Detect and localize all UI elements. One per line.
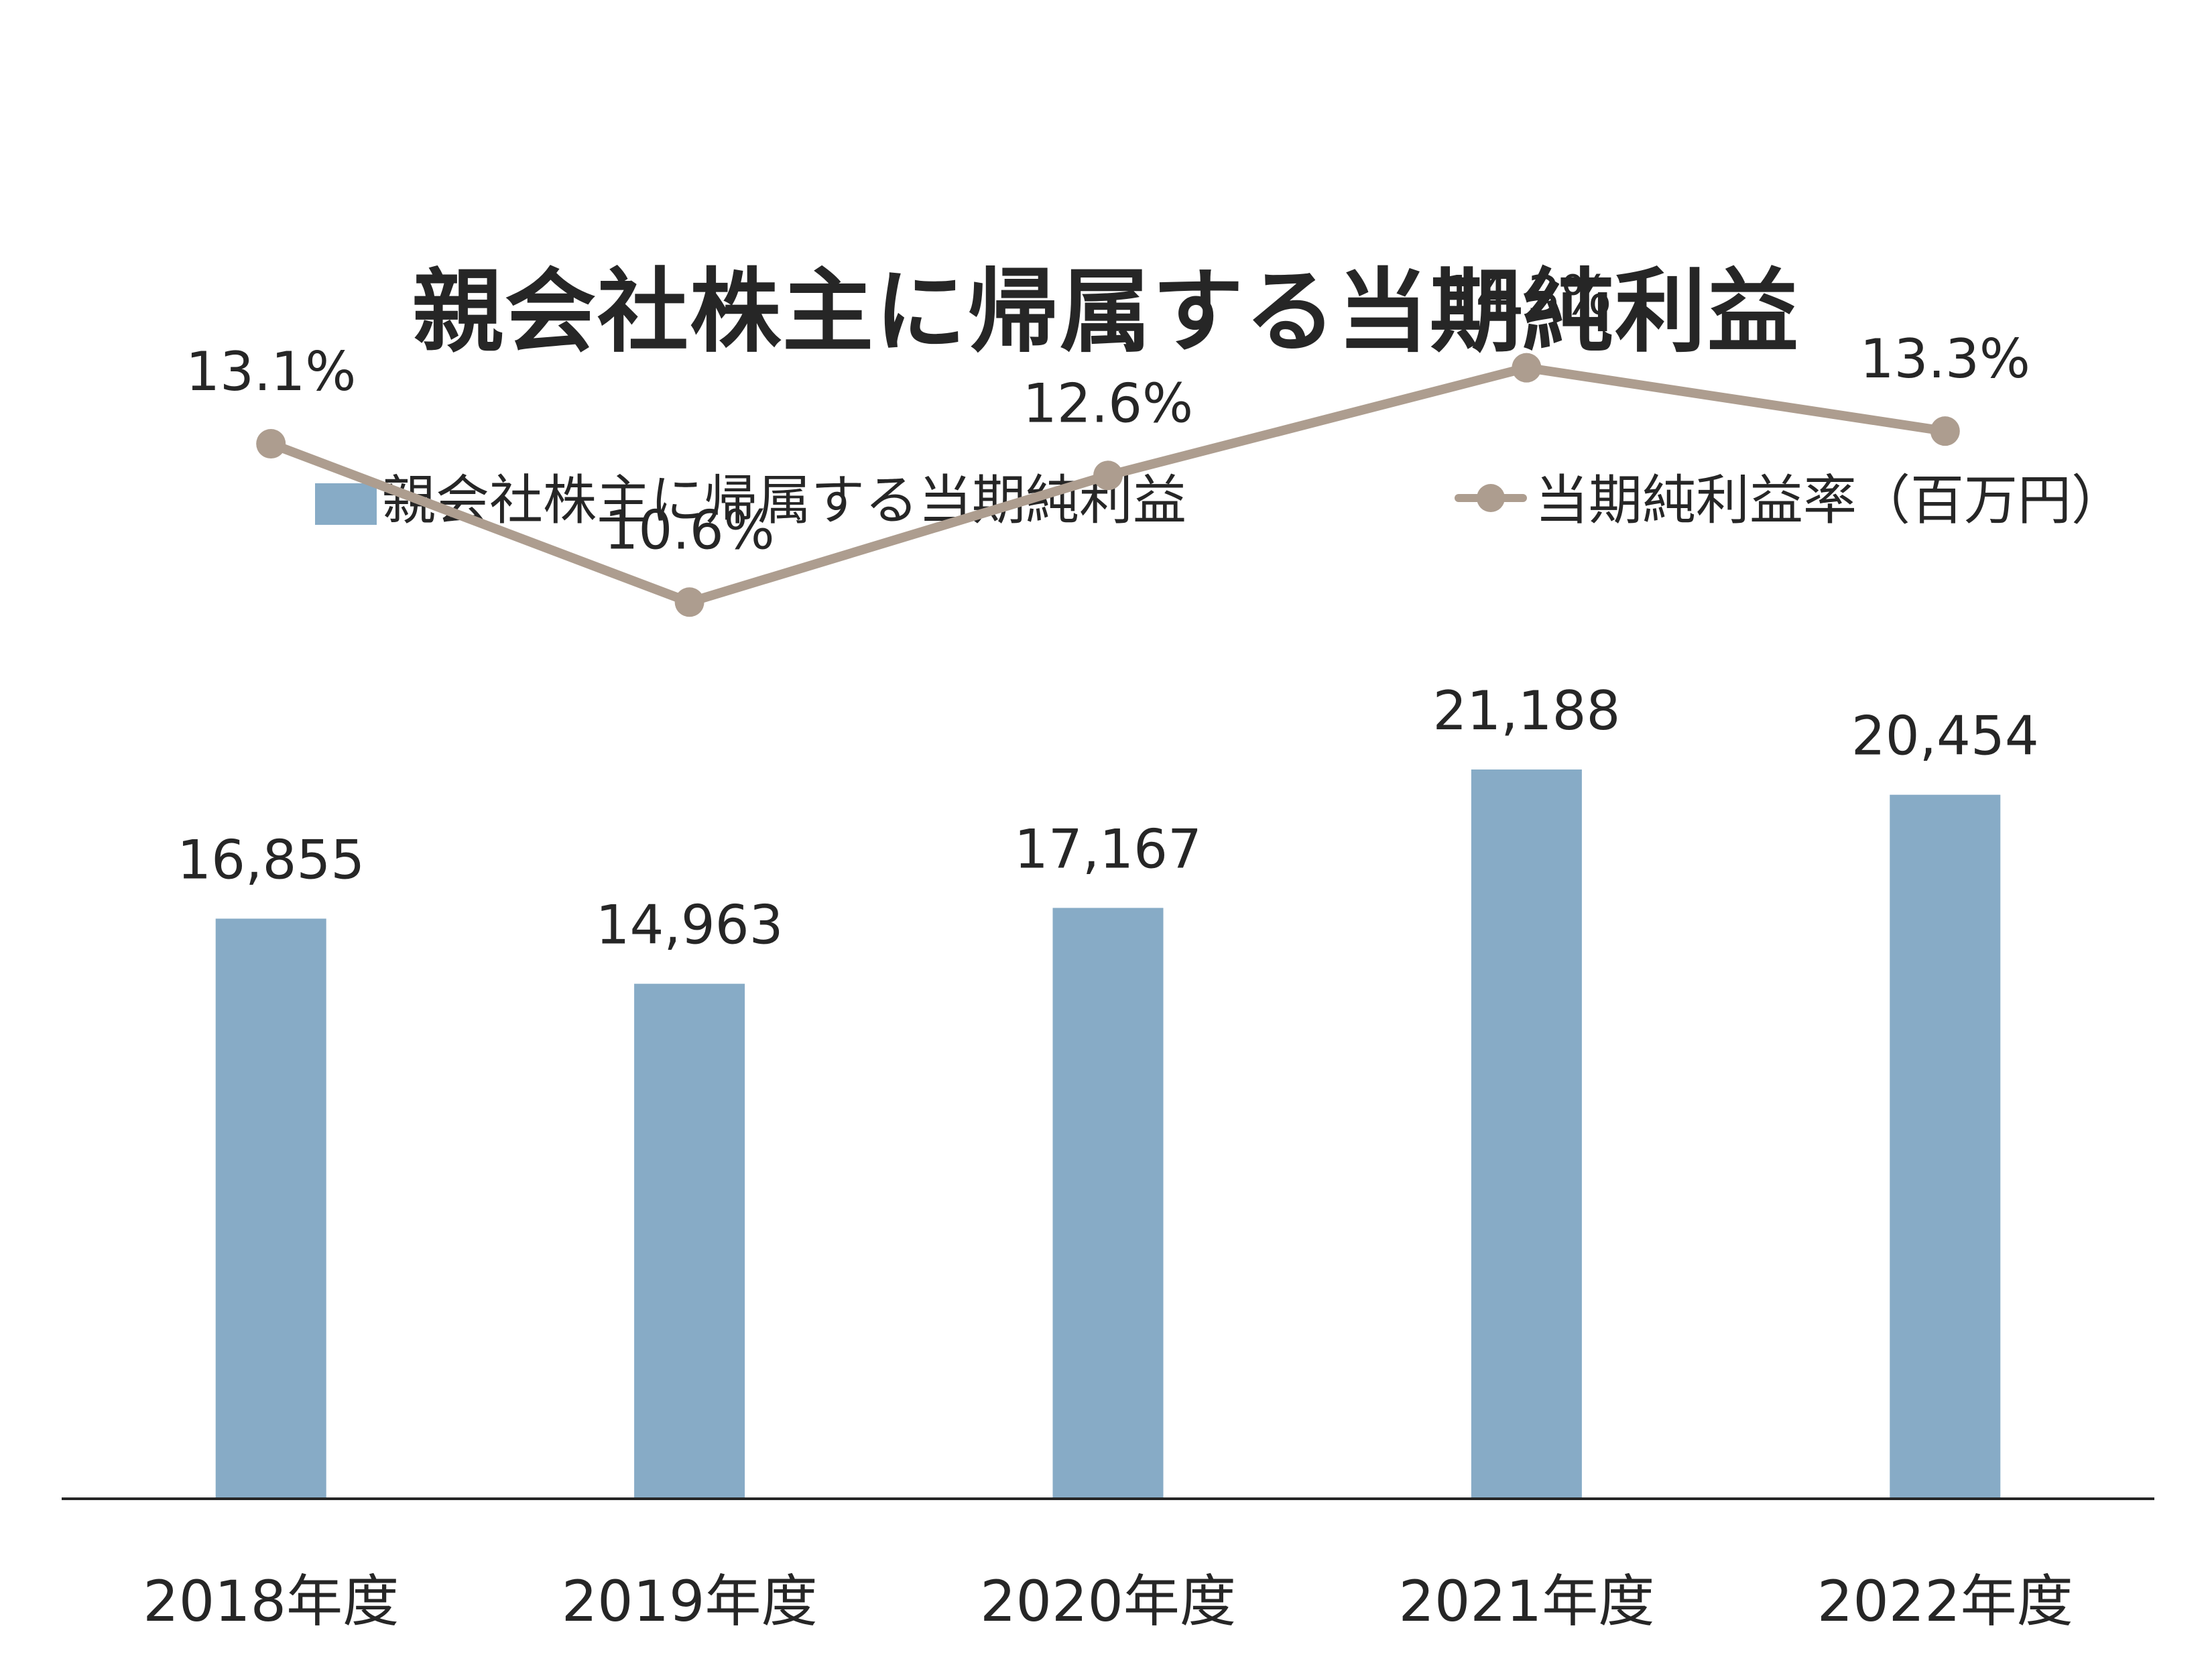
- x-tick-label: 2019年度: [562, 1568, 818, 1634]
- x-tick-label: 2021年度: [1399, 1568, 1655, 1634]
- x-tick-label: 2020年度: [980, 1568, 1236, 1634]
- x-tick-label: 2022年度: [1817, 1568, 2073, 1634]
- legend-item-line: 当期純利益率（百万円）: [1455, 463, 2125, 532]
- line-point: [1093, 460, 1123, 491]
- line-point: [1930, 416, 1960, 446]
- bar: [1052, 908, 1164, 1499]
- bar-value-label: 14,963: [596, 894, 784, 957]
- bar-value-label: 20,454: [1851, 705, 2039, 767]
- line-value-label: 13.3%: [1860, 328, 2030, 390]
- line-point: [256, 429, 286, 459]
- bar: [1471, 769, 1582, 1499]
- line-value-label: 12.6%: [1023, 372, 1193, 434]
- x-axis-labels: 2018年度 2019年度 2020年度 2021年度 2022年度: [143, 1568, 2073, 1634]
- x-tick-label: 2018年度: [143, 1568, 399, 1634]
- bar-value-label: 21,188: [1432, 680, 1620, 742]
- bar-series: 16,855 14,963 17,167 21,188 20,454: [177, 680, 2039, 1499]
- bar: [215, 918, 326, 1499]
- chart-title: 親会社株主に帰属する当期純利益: [412, 259, 1800, 365]
- line-value-label: 14.3%: [1441, 265, 1611, 327]
- legend-line-label: 当期純利益率（百万円）: [1535, 469, 2125, 532]
- line-series: 13.1% 10.6% 12.6% 14.3% 13.3%: [186, 265, 2030, 617]
- legend-bar-swatch: [315, 483, 377, 525]
- bar: [1890, 794, 2001, 1499]
- bar-value-label: 16,855: [177, 828, 365, 891]
- legend-line-swatch: [1455, 476, 1527, 516]
- line-point: [1512, 353, 1542, 383]
- line-value-label: 10.6%: [605, 499, 775, 561]
- line-value-label: 13.1%: [186, 341, 356, 403]
- bar: [634, 983, 745, 1499]
- bar-value-label: 17,167: [1014, 818, 1202, 880]
- line-point: [674, 587, 704, 617]
- legend-item-bar: 親会社株主に帰属する当期純利益: [315, 463, 1186, 532]
- legend-bar-label: 親会社株主に帰属する当期純利益: [382, 469, 1186, 532]
